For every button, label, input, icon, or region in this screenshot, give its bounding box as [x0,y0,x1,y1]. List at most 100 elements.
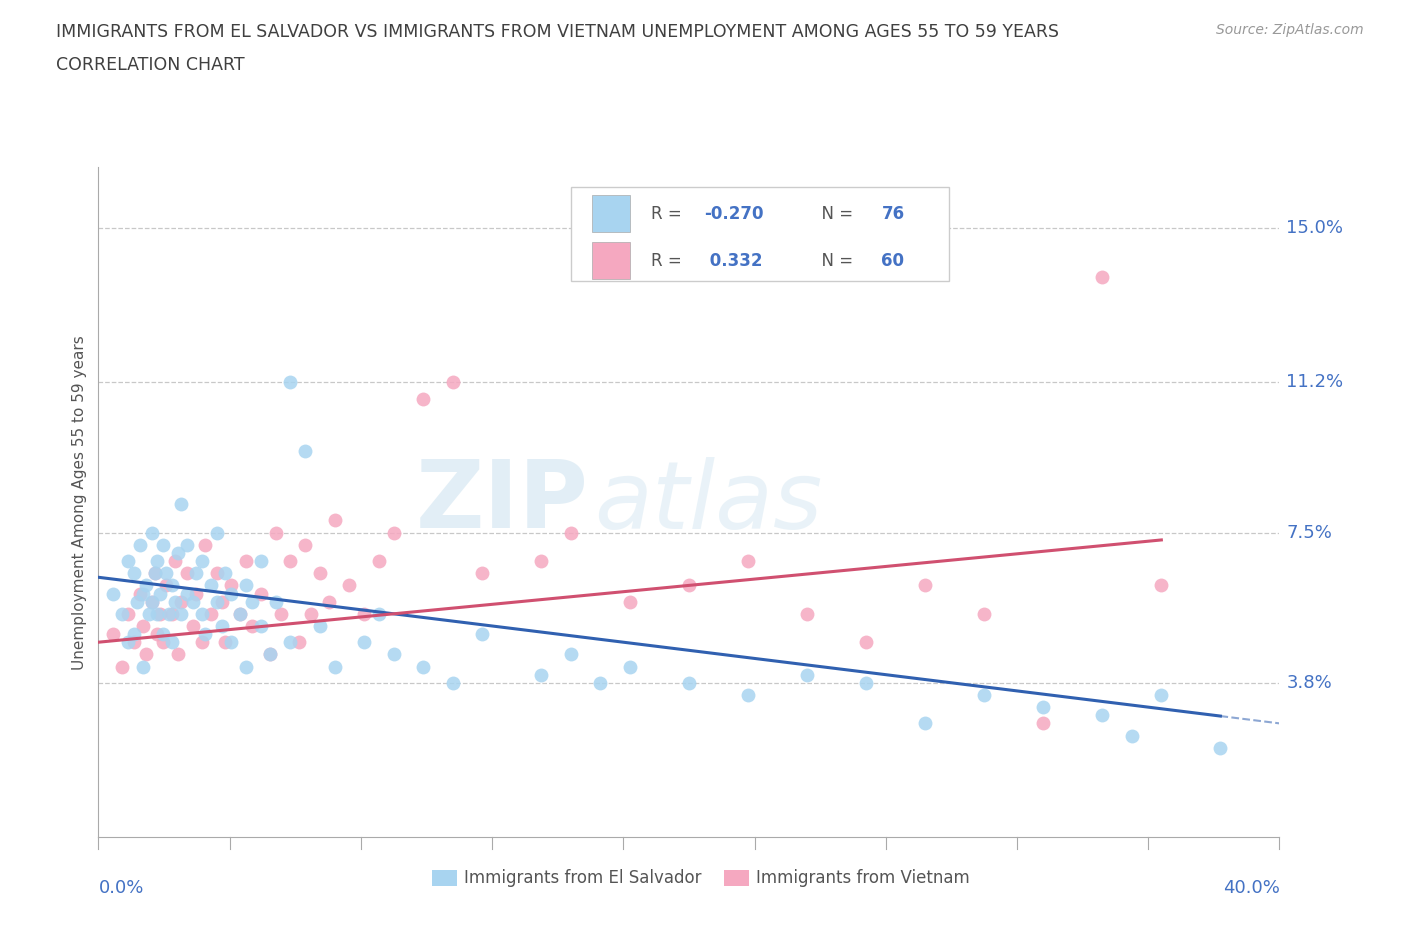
Point [619,659,641,674]
Point [471,627,494,642]
Point [200,578,222,592]
Point [117,635,139,650]
Point [155,578,177,592]
Text: 15.0%: 15.0% [1286,219,1344,237]
Point [278,635,302,650]
Point [214,635,236,650]
Text: Source: ZipAtlas.com: Source: ZipAtlas.com [1216,23,1364,37]
Point [914,578,936,592]
Text: N =: N = [811,252,858,270]
Point [103,586,125,601]
Point [737,553,759,568]
Point [530,667,553,682]
Point [176,538,198,552]
Point [530,553,553,568]
Point [288,635,311,650]
Point [250,553,273,568]
Text: Immigrants from El Salvador: Immigrants from El Salvador [464,869,702,887]
Text: IMMIGRANTS FROM EL SALVADOR VS IMMIGRANTS FROM VIETNAM UNEMPLOYMENT AMONG AGES 5: IMMIGRANTS FROM EL SALVADOR VS IMMIGRANT… [56,23,1059,41]
Point [368,606,391,621]
Point [1032,699,1054,714]
Text: 11.2%: 11.2% [1286,374,1344,392]
Point [157,606,180,621]
Text: 40.0%: 40.0% [1223,879,1279,897]
Point [135,578,157,592]
Point [181,594,204,609]
Point [259,647,281,662]
Point [240,594,263,609]
Point [200,606,222,621]
Point [170,606,193,621]
Point [146,553,169,568]
Point [855,635,877,650]
Point [796,667,818,682]
Point [309,618,332,633]
Text: -0.270: -0.270 [704,205,763,223]
Point [176,565,198,580]
Point [132,586,155,601]
Point [294,538,316,552]
Point [278,553,302,568]
Point [111,659,134,674]
Text: 0.0%: 0.0% [98,879,143,897]
Point [165,594,187,609]
Point [138,606,160,621]
Point [152,635,174,650]
Point [146,606,169,621]
Point [132,659,155,674]
Point [132,618,155,633]
Point [103,627,125,642]
Point [323,659,346,674]
Point [412,392,434,406]
Point [155,565,177,580]
Point [270,606,292,621]
Point [205,525,228,540]
Point [214,565,236,580]
Text: atlas: atlas [595,457,823,548]
Point [122,635,145,650]
Point [382,647,405,662]
Point [205,594,228,609]
Point [128,586,150,601]
Point [143,565,166,580]
Point [589,675,612,690]
Point [1032,716,1054,731]
Text: ZIP: ZIP [416,457,589,548]
Point [560,525,582,540]
Point [737,687,759,702]
Point [259,647,281,662]
Point [235,578,257,592]
Y-axis label: Unemployment Among Ages 55 to 59 years: Unemployment Among Ages 55 to 59 years [72,335,87,670]
Point [141,594,163,609]
Point [125,594,148,609]
Point [323,513,346,528]
Point [1121,728,1143,743]
Point [1091,270,1114,285]
Text: 60: 60 [882,252,904,270]
Point [167,546,190,561]
Text: 76: 76 [882,205,904,223]
Point [162,635,183,650]
Point [855,675,877,690]
Point [441,375,464,390]
Point [353,635,375,650]
Point [162,606,183,621]
Point [143,565,166,580]
Point [1091,708,1114,723]
Point [294,444,316,458]
Text: 3.8%: 3.8% [1286,674,1333,692]
Point [1150,687,1173,702]
Point [165,553,187,568]
Point [122,565,145,580]
Point [471,565,494,580]
Point [337,578,360,592]
Point [170,497,193,512]
Point [162,578,183,592]
Point [184,586,207,601]
Point [264,525,287,540]
Point [141,525,163,540]
Point [111,606,134,621]
Point [191,606,214,621]
Point [619,594,641,609]
Point [205,565,228,580]
